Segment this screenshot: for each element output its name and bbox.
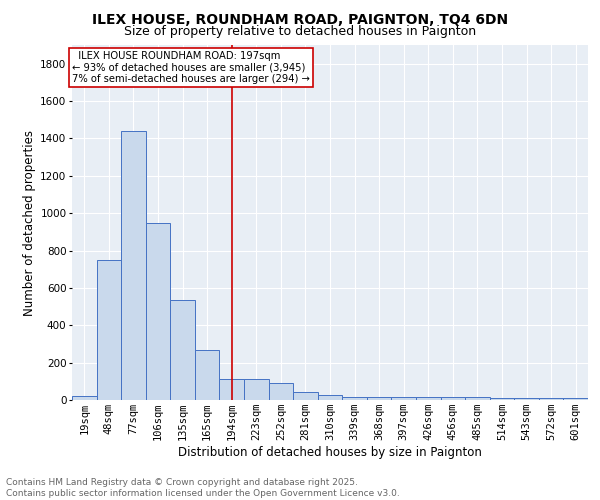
Bar	[170, 300, 195, 400]
Bar	[244, 380, 269, 400]
Bar	[269, 383, 293, 400]
Bar	[318, 396, 342, 400]
Text: Contains HM Land Registry data © Crown copyright and database right 2025.
Contai: Contains HM Land Registry data © Crown c…	[6, 478, 400, 498]
Bar	[293, 392, 318, 400]
Bar	[146, 222, 170, 400]
Bar	[367, 397, 391, 400]
Bar	[440, 397, 465, 400]
Bar	[416, 397, 440, 400]
Text: ILEX HOUSE, ROUNDHAM ROAD, PAIGNTON, TQ4 6DN: ILEX HOUSE, ROUNDHAM ROAD, PAIGNTON, TQ4…	[92, 12, 508, 26]
Bar	[539, 398, 563, 400]
Text: ILEX HOUSE ROUNDHAM ROAD: 197sqm
← 93% of detached houses are smaller (3,945)
7%: ILEX HOUSE ROUNDHAM ROAD: 197sqm ← 93% o…	[72, 50, 310, 84]
Y-axis label: Number of detached properties: Number of detached properties	[23, 130, 36, 316]
X-axis label: Distribution of detached houses by size in Paignton: Distribution of detached houses by size …	[178, 446, 482, 459]
Bar	[563, 398, 588, 400]
Bar	[220, 378, 244, 400]
Bar	[514, 398, 539, 400]
Bar	[121, 131, 146, 400]
Bar	[72, 396, 97, 400]
Bar	[490, 398, 514, 400]
Bar	[391, 397, 416, 400]
Text: Size of property relative to detached houses in Paignton: Size of property relative to detached ho…	[124, 25, 476, 38]
Bar	[195, 350, 220, 400]
Bar	[342, 397, 367, 400]
Bar	[465, 397, 490, 400]
Bar	[97, 260, 121, 400]
